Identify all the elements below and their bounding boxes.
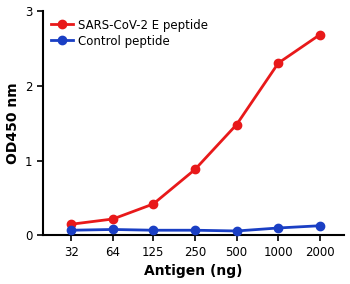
SARS-CoV-2 E peptide: [193, 168, 197, 171]
SARS-CoV-2 E peptide: [276, 61, 280, 65]
Control peptide: [111, 228, 115, 231]
SARS-CoV-2 E peptide: [111, 217, 115, 221]
SARS-CoV-2 E peptide: [69, 223, 73, 226]
Y-axis label: OD450 nm: OD450 nm: [6, 82, 20, 164]
Control peptide: [193, 229, 197, 232]
Control peptide: [318, 224, 322, 227]
SARS-CoV-2 E peptide: [318, 33, 322, 36]
Control peptide: [234, 229, 239, 233]
Control peptide: [69, 229, 73, 232]
X-axis label: Antigen (ng): Antigen (ng): [145, 264, 243, 278]
Line: SARS-CoV-2 E peptide: SARS-CoV-2 E peptide: [67, 30, 324, 228]
SARS-CoV-2 E peptide: [151, 202, 155, 206]
SARS-CoV-2 E peptide: [234, 123, 239, 126]
Legend: SARS-CoV-2 E peptide, Control peptide: SARS-CoV-2 E peptide, Control peptide: [49, 16, 211, 50]
Line: Control peptide: Control peptide: [67, 222, 324, 235]
Control peptide: [151, 229, 155, 232]
Control peptide: [276, 226, 280, 230]
